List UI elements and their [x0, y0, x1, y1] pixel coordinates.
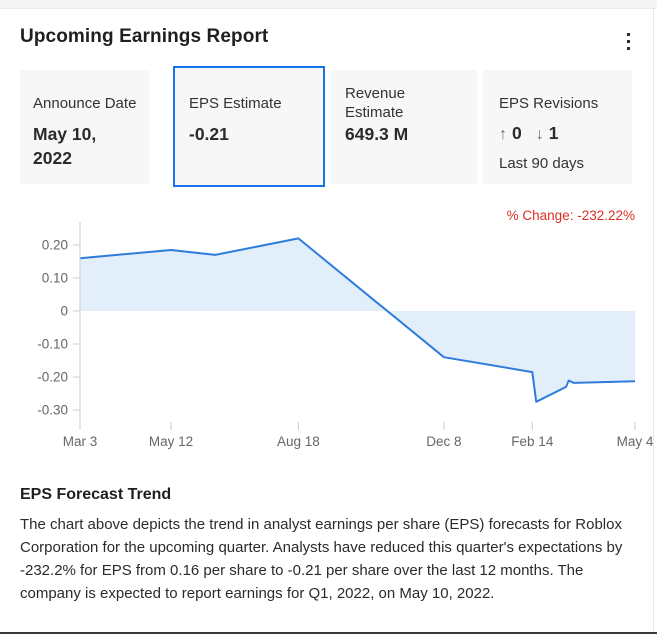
revenue-estimate-value: 649.3 M — [345, 124, 409, 144]
x-axis-tick-label: May 4 — [617, 434, 654, 449]
revisions-down-count: 1 — [548, 123, 559, 143]
card-eps-estimate-selected[interactable]: EPS Estimate -0.21 — [173, 66, 325, 187]
y-axis-tick-label: 0.20 — [42, 238, 68, 253]
pct-change-label: % Change: -232.22% — [506, 208, 635, 223]
kebab-menu-icon — [626, 46, 630, 51]
kebab-menu-icon — [626, 32, 630, 37]
card-revenue-estimate[interactable]: Revenue Estimate 649.3 M — [330, 70, 477, 184]
eps-estimate-value: -0.21 — [189, 124, 229, 144]
card-label: EPS Revisions — [499, 94, 599, 112]
more-options-button[interactable] — [621, 29, 637, 54]
eps-trend-chart[interactable]: % Change: -232.22% 0.20 0.10 0 -0.10 -0.20 -0… — [0, 205, 657, 455]
card-eps-revisions[interactable]: EPS Revisions ↑ 0 ↓ 1 Last 90 days — [483, 70, 632, 184]
x-axis-tick-label: Feb 14 — [511, 434, 554, 449]
bottom-divider — [0, 632, 657, 634]
x-axis-tick-label: Dec 8 — [426, 434, 461, 449]
summary-cards-row: Announce Date May 10, 2022 EPS Estimate … — [20, 66, 632, 187]
eps-area-fill — [80, 238, 635, 402]
revisions-up-count: 0 — [512, 123, 522, 143]
eps-trend-chart-canvas[interactable]: 0.20 0.10 0 -0.10 -0.20 -0.30 Mar 3 May 12 Aug 1… — [0, 205, 657, 455]
footer-heading: EPS Forecast Trend — [20, 486, 172, 503]
x-axis-tick-label: Aug 18 — [277, 434, 320, 449]
eps-revisions-counts: ↑ 0 ↓ 1 — [499, 123, 616, 144]
widget-right-border — [653, 8, 654, 634]
kebab-menu-icon — [626, 39, 630, 44]
announce-date-value: May 10, 2022 — [33, 124, 97, 168]
card-label: Revenue Estimate — [345, 85, 406, 121]
y-axis-tick-label: -0.30 — [37, 403, 68, 418]
y-axis-tick-label: 0.10 — [42, 271, 68, 286]
page-background-strip — [0, 0, 657, 9]
card-label: Announce Date — [33, 94, 137, 112]
footer-paragraph: The chart above depicts the trend in ana… — [20, 516, 623, 602]
y-axis-tick-label: -0.10 — [37, 337, 68, 352]
revisions-period-label: Last 90 days — [499, 155, 585, 172]
widget-title: Upcoming Earnings Report — [20, 26, 269, 47]
card-label: EPS Estimate — [189, 94, 282, 112]
footer-section: EPS Forecast Trend The chart above depic… — [20, 486, 644, 605]
eps-trend-line — [79, 237, 636, 403]
y-axis-tick-label: -0.20 — [37, 370, 68, 385]
y-axis-tick-label: 0 — [60, 304, 68, 319]
up-arrow-icon: ↑ — [499, 126, 507, 143]
card-announce-date[interactable]: Announce Date May 10, 2022 — [20, 70, 150, 184]
down-arrow-icon: ↓ — [535, 126, 544, 143]
x-axis-tick-label: Mar 3 — [63, 434, 98, 449]
x-axis-tick-label: May 12 — [149, 434, 193, 449]
